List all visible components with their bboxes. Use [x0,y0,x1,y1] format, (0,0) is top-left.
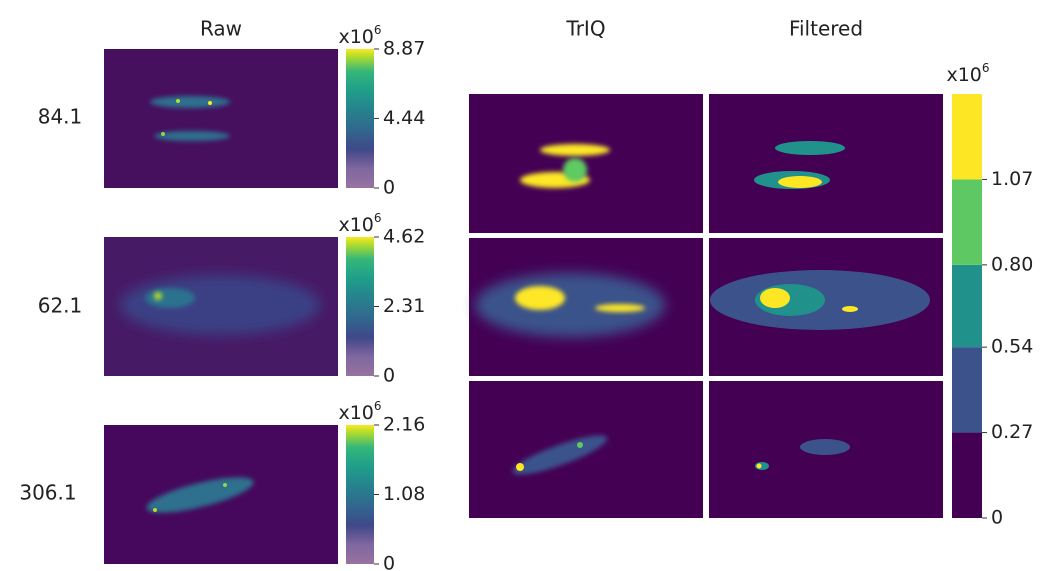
tick-label: 2.16 [383,414,425,436]
filtered-image [709,381,943,518]
filtered-image [709,238,943,376]
tick-label: 2.31 [383,295,425,317]
column-title: Raw [200,17,242,41]
multiplier-exponent: 6 [982,61,990,75]
column-title: TrIQ [565,17,605,41]
colorbar-band [952,264,982,348]
tick-label: 8.87 [383,38,425,60]
triq-image [469,94,703,233]
multiplier-exponent: 6 [374,211,382,225]
raw-image [104,425,338,564]
colorbar [346,237,374,376]
triq-image [469,238,703,376]
tick-label: 4.44 [383,107,425,129]
colorbar [346,425,374,564]
tick-label: 1.08 [383,483,425,505]
tick-label: 0.27 [991,421,1033,443]
multiplier-base: x10 [338,26,373,48]
triq-image [469,381,703,518]
tick-label: 0 [383,177,395,199]
tick-label: 1.07 [991,168,1033,190]
raw-image [104,237,338,376]
multiplier-base: x10 [338,402,373,424]
multiplier: x106 [338,399,381,424]
row-label: 62.1 [38,294,83,318]
multiplier-base: x10 [338,214,373,236]
multiplier-exponent: 6 [374,23,382,37]
row-label: 306.1 [19,481,76,505]
colorbar-band [952,432,982,518]
column-title: Filtered [789,17,863,41]
colorbar-band [952,94,982,180]
tick-label: 0 [991,507,1003,529]
tick-label: 0.80 [991,253,1033,275]
colorbar-band [952,347,982,433]
colorbar [346,49,374,188]
tick-label: 0 [383,365,395,387]
multiplier: x106 [946,61,989,86]
tick-label: 4.62 [383,226,425,248]
filtered-image [709,94,943,233]
multiplier: x106 [338,23,381,48]
colorbar-band [952,179,982,265]
multiplier: x106 [338,211,381,236]
tick-label: 0 [383,553,395,571]
multiplier-base: x10 [946,64,981,86]
raw-image [104,49,338,188]
multiplier-exponent: 6 [374,399,382,413]
tick-label: 0.54 [991,336,1033,358]
row-label: 84.1 [38,105,83,129]
